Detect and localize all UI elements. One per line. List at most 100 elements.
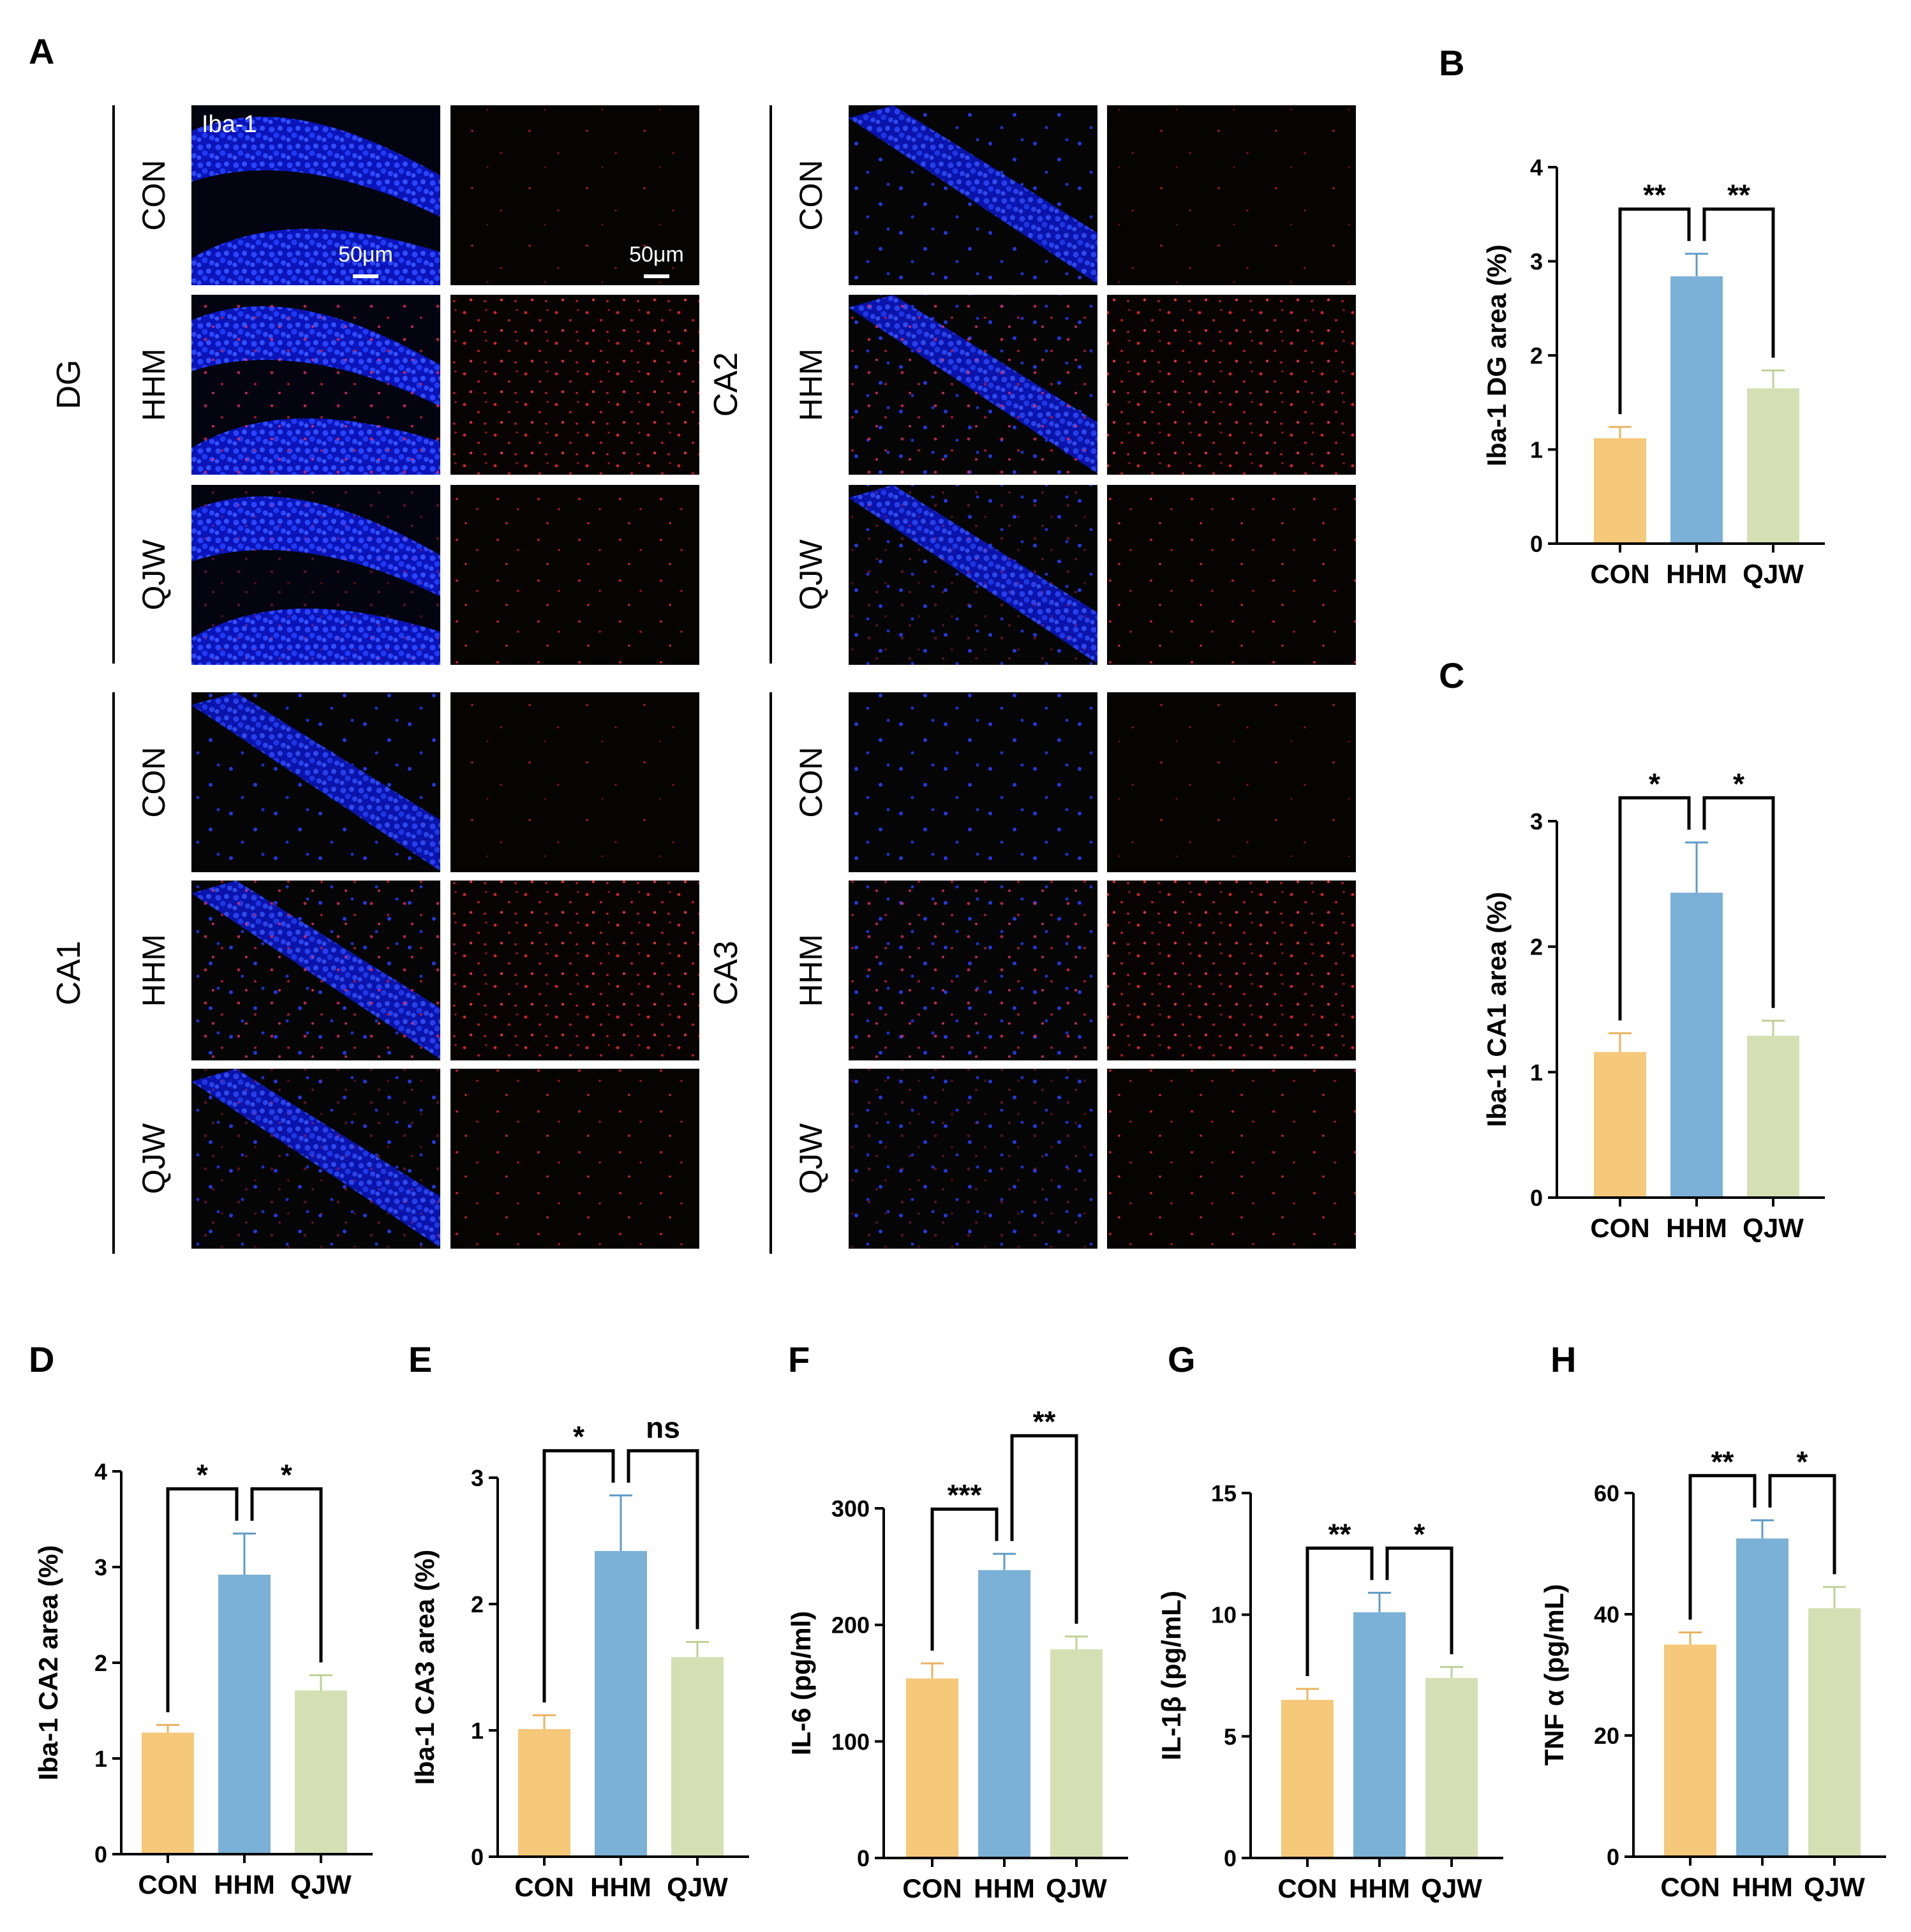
bar-hhm	[595, 1550, 647, 1857]
micrograph-merge-ca3-qjw	[849, 1069, 1097, 1249]
bar-con	[1664, 1644, 1716, 1857]
y-tick-label: 60	[1594, 1480, 1619, 1506]
y-tick-label: 300	[831, 1496, 870, 1522]
y-tick-label: 1	[471, 1718, 484, 1744]
bar-con	[1594, 1051, 1646, 1198]
group-label-hhm: HHM	[136, 348, 172, 421]
category-label-hhm: HHM	[1666, 559, 1727, 589]
significance-bracket	[1702, 207, 1775, 358]
category-label-qjw: QJW	[667, 1872, 728, 1902]
significance-bracket	[1618, 207, 1691, 415]
significance-bracket	[1768, 1474, 1836, 1575]
significance-label: **	[1727, 179, 1750, 212]
y-axis-label: IL-6 (pg/ml)	[786, 1611, 816, 1755]
bar-con	[1281, 1700, 1334, 1858]
y-tick-label: 1	[1530, 1059, 1543, 1085]
micrograph-red-dg-con	[450, 105, 699, 285]
micrograph-red-ca3-hhm	[1107, 881, 1356, 1060]
significance-bracket	[627, 1449, 699, 1630]
panel-letter-g: G	[1168, 1339, 1196, 1379]
group-label-qjw: QJW	[793, 1123, 829, 1194]
y-tick-label: 0	[471, 1844, 484, 1870]
y-tick-label: 0	[1607, 1844, 1619, 1870]
significance-label: *	[197, 1459, 208, 1492]
y-tick-label: 10	[1211, 1602, 1237, 1628]
region-label-ca3: CA3	[708, 940, 745, 1005]
category-label-hhm: HHM	[590, 1872, 651, 1902]
micrograph-red-dg-hhm	[450, 295, 699, 475]
bar-con	[142, 1732, 194, 1854]
significance-label: *	[281, 1459, 292, 1492]
significance-bracket	[1702, 796, 1775, 1008]
panel-letter-d: D	[29, 1339, 54, 1379]
significance-bracket	[1010, 1434, 1078, 1624]
bar-qjw	[1747, 388, 1799, 544]
significance-bracket	[1688, 1474, 1757, 1620]
bar-qjw	[1050, 1649, 1103, 1858]
group-label-hhm: HHM	[793, 348, 829, 421]
y-tick-label: 100	[831, 1728, 870, 1755]
group-label-con: CON	[793, 747, 829, 817]
category-label-hhm: HHM	[1732, 1872, 1793, 1902]
panel-letter-c: C	[1439, 655, 1464, 695]
region-label-ca1: CA1	[50, 940, 87, 1005]
y-tick-label: 2	[1530, 343, 1543, 369]
significance-label: ns	[646, 1411, 680, 1445]
micrograph-merge-dg-hhm	[191, 295, 440, 475]
y-tick-label: 0	[1530, 531, 1543, 557]
panel-letter-e: E	[408, 1339, 432, 1379]
y-tick-label: 2	[471, 1591, 484, 1617]
bar-con	[1594, 438, 1646, 544]
y-tick-label: 40	[1594, 1601, 1619, 1628]
bar-hhm	[978, 1570, 1030, 1858]
bar-qjw	[1425, 1677, 1478, 1858]
micrograph-red-ca2-con	[1107, 105, 1356, 285]
micrograph-merge-dg-qjw	[191, 485, 440, 665]
significance-label: *	[1797, 1445, 1808, 1478]
category-label-qjw: QJW	[1804, 1872, 1865, 1902]
y-axis-label: Iba-1 CA1 area (%)	[1482, 892, 1512, 1127]
category-label-qjw: QJW	[1743, 1213, 1804, 1243]
micrograph-red-ca1-con	[450, 692, 699, 872]
y-axis-label: Iba-1 CA2 area (%)	[33, 1545, 63, 1781]
group-label-qjw: QJW	[136, 539, 172, 611]
category-label-con: CON	[1277, 1873, 1337, 1903]
bar-hhm	[218, 1575, 271, 1854]
bar-hhm	[1670, 276, 1723, 544]
micrograph-red-ca1-hhm	[450, 881, 699, 1060]
category-label-con: CON	[1590, 559, 1649, 589]
micrograph-red-ca1-qjw	[450, 1069, 699, 1249]
micrograph-merge-ca1-qjw	[191, 1069, 440, 1249]
panel-letter-f: F	[788, 1339, 810, 1379]
group-label-con: CON	[793, 160, 829, 230]
category-label-con: CON	[138, 1869, 197, 1899]
group-label-con: CON	[136, 747, 172, 817]
category-label-hhm: HHM	[1349, 1873, 1410, 1903]
category-label-con: CON	[902, 1873, 962, 1903]
significance-bracket	[1385, 1546, 1454, 1654]
y-axis-label: Iba-1 CA3 area (%)	[410, 1550, 440, 1785]
significance-label: *	[1733, 767, 1744, 800]
micrograph-merge-ca2-hhm	[849, 295, 1097, 475]
micrograph-red-ca3-con	[1107, 692, 1356, 872]
y-tick-label: 3	[94, 1554, 107, 1580]
bar-hhm	[1736, 1538, 1788, 1857]
bar-qjw	[1747, 1036, 1799, 1198]
y-tick-label: 4	[1530, 154, 1543, 181]
micrograph-merge-ca1-hhm	[191, 881, 440, 1060]
chart-b: B 0 1 2 3 4 CON HHM QJW Iba-1 DG area (%) ** **	[1439, 43, 1825, 589]
bar-qjw	[1808, 1608, 1861, 1857]
category-label-hhm: HHM	[1666, 1213, 1727, 1243]
chart-c: C 0 1 2 3 CON HHM QJW Iba-1 CA1 area (%) * *	[1439, 655, 1825, 1243]
micrograph-red-ca2-hhm	[1107, 295, 1356, 475]
panel-letter-b: B	[1439, 43, 1464, 83]
category-label-con: CON	[514, 1872, 574, 1902]
significance-bracket	[542, 1449, 615, 1703]
y-axis-label: TNF α (pg/mL)	[1539, 1584, 1569, 1766]
y-axis-label: IL-1β (pg/mL)	[1156, 1591, 1186, 1760]
